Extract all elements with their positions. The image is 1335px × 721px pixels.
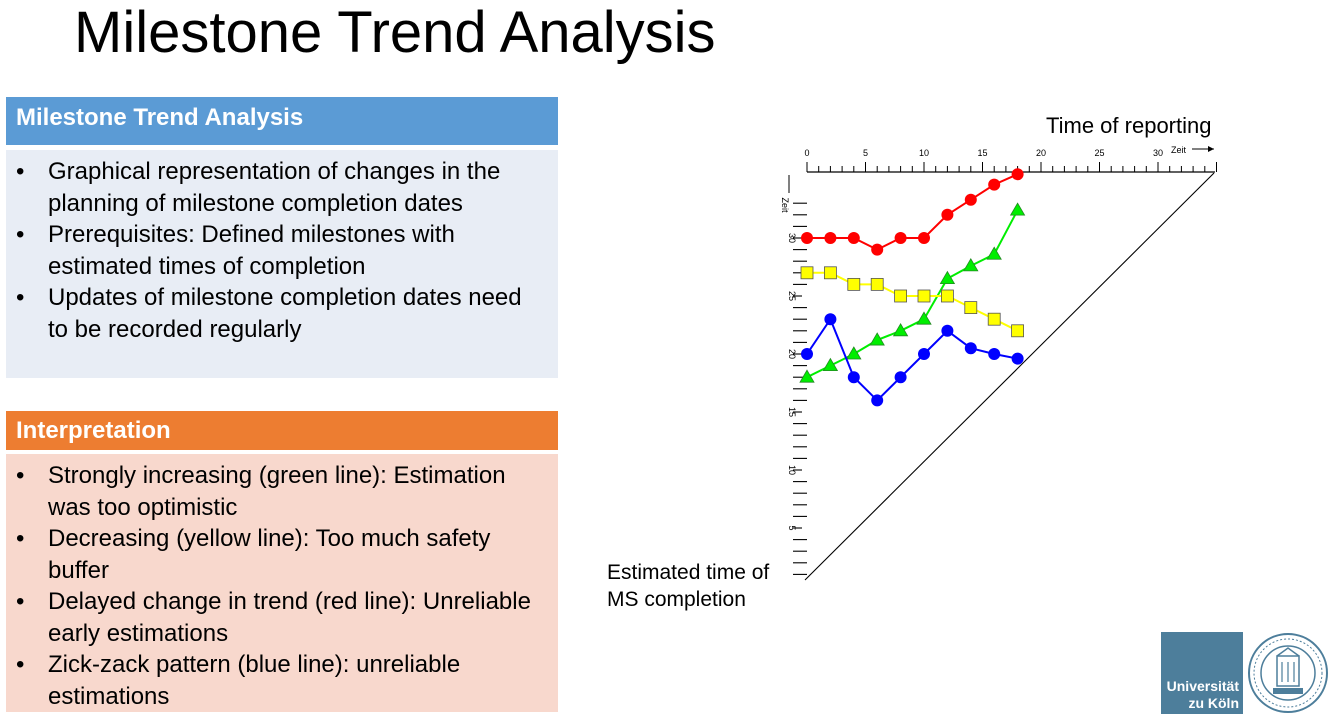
data-point — [918, 232, 930, 244]
y-tick-label: 25 — [787, 291, 797, 301]
data-point — [847, 371, 860, 384]
chart-axes: 0 5 10 15 20 25 30 5 10 15 20 25 30 Zeit — [780, 146, 1217, 581]
data-point — [799, 369, 815, 383]
chart-plot-area — [799, 168, 1026, 407]
interpretation-bullet: Strongly increasing (green line): Estima… — [14, 460, 548, 523]
data-point — [894, 289, 908, 303]
data-point — [894, 371, 907, 384]
data-point — [986, 246, 1002, 260]
data-point — [824, 232, 837, 244]
x-tick-label: 0 — [804, 148, 809, 158]
diagonal-line — [804, 172, 1215, 581]
data-point — [988, 178, 1001, 191]
interpretation-bullet-list: Strongly increasing (green line): Estima… — [14, 460, 548, 712]
data-point — [917, 289, 931, 303]
data-point — [939, 270, 956, 284]
data-point — [964, 301, 978, 315]
mta-box-heading: Milestone Trend Analysis — [6, 97, 558, 145]
data-point — [963, 258, 979, 272]
data-point — [846, 346, 862, 360]
x-axis-tag: Zeit — [1171, 145, 1187, 155]
x-tick-label: 20 — [1036, 148, 1046, 158]
mta-bullet: Updates of milestone completion dates ne… — [14, 282, 548, 345]
data-point — [894, 232, 907, 244]
series-line — [807, 271, 1019, 332]
data-point — [964, 342, 977, 355]
x-tick-label: 25 — [1094, 148, 1104, 158]
interpretation-bullet: Zick-zack pattern (blue line): unreliabl… — [14, 649, 548, 712]
data-point — [869, 332, 885, 346]
logo-line1: Universität — [1166, 678, 1239, 694]
data-point — [801, 232, 813, 244]
data-point — [940, 289, 954, 303]
mta-bullet-list: Graphical representation of changes in t… — [14, 156, 548, 345]
mta-bullet: Prerequisites: Defined milestones with e… — [14, 219, 548, 282]
data-point — [871, 243, 884, 256]
x-axis-arrow-icon — [1208, 146, 1214, 152]
data-point — [801, 348, 813, 360]
interpretation-box-heading: Interpretation — [6, 411, 558, 450]
data-point — [987, 312, 1001, 326]
data-point — [800, 266, 814, 280]
interpretation-bullet: Delayed change in trend (red line): Unre… — [14, 586, 548, 649]
slide-title: Milestone Trend Analysis — [74, 0, 716, 65]
logo-line2: zu Köln — [1188, 695, 1239, 711]
y-tick-label: 5 — [787, 525, 797, 530]
university-seal-icon — [1248, 633, 1328, 713]
y-axis-title-line1: Estimated time of — [607, 561, 769, 584]
data-point — [964, 193, 977, 206]
interpretation-box-body: Strongly increasing (green line): Estima… — [6, 454, 558, 712]
data-point — [1011, 168, 1024, 181]
data-point — [824, 313, 837, 326]
data-point — [822, 357, 839, 371]
x-tick-label: 15 — [977, 148, 987, 158]
y-tick-label: 15 — [787, 407, 797, 417]
data-point — [1011, 324, 1025, 338]
data-point — [941, 208, 954, 221]
series-line — [807, 173, 1019, 251]
university-logo: Universität zu Köln — [1161, 632, 1243, 714]
series-line — [806, 209, 1019, 379]
data-point — [988, 348, 1001, 360]
mta-bullet: Graphical representation of changes in t… — [14, 156, 548, 219]
data-point — [847, 232, 860, 244]
data-point — [1009, 202, 1026, 216]
y-axis-title-line2: MS completion — [607, 588, 746, 611]
data-point — [870, 277, 884, 291]
data-point — [941, 324, 954, 337]
y-tick-label: 30 — [787, 233, 797, 243]
interpretation-bullet: Decreasing (yellow line): Too much safet… — [14, 523, 548, 586]
data-point — [918, 348, 930, 360]
x-tick-label: 5 — [863, 148, 868, 158]
data-point — [1011, 352, 1024, 365]
x-axis-title: Time of reporting — [1046, 113, 1211, 138]
data-point — [871, 394, 884, 407]
series-line — [806, 317, 1018, 402]
y-tick-label: 10 — [787, 465, 797, 475]
y-tick-label: 20 — [787, 349, 797, 359]
data-point — [916, 311, 932, 325]
x-tick-label: 10 — [919, 148, 929, 158]
mta-box-body: Graphical representation of changes in t… — [6, 150, 558, 378]
y-axis-tag: Zeit — [780, 197, 790, 213]
data-point — [847, 277, 861, 291]
milestone-trend-chart: Time of reporting Zeit 0 5 10 15 20 25 30 5 10 15… — [607, 113, 1217, 611]
data-point — [823, 266, 837, 280]
x-tick-label: 30 — [1153, 148, 1163, 158]
data-point — [892, 323, 909, 337]
